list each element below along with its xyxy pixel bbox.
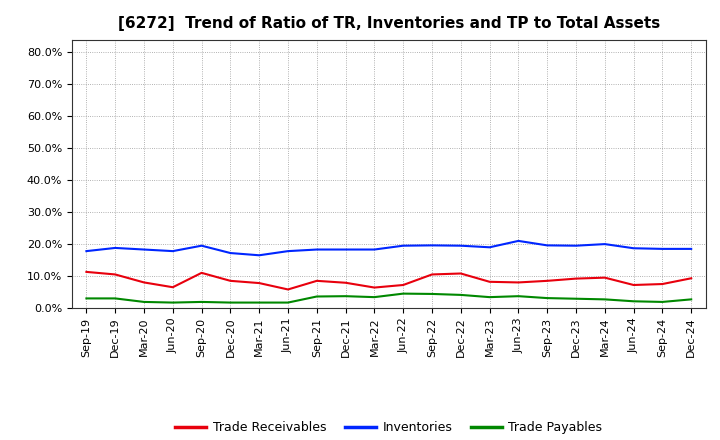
Inventories [341, 247, 350, 252]
Trade Payables [168, 300, 177, 305]
Trade Payables [514, 293, 523, 299]
Inventories [82, 249, 91, 254]
Trade Receivables [82, 269, 91, 275]
Inventories [629, 246, 638, 251]
Trade Payables [370, 294, 379, 300]
Trade Payables [111, 296, 120, 301]
Trade Receivables [197, 270, 206, 275]
Trade Receivables [572, 276, 580, 281]
Trade Receivables [111, 272, 120, 277]
Trade Payables [687, 297, 696, 302]
Inventories [312, 247, 321, 252]
Trade Receivables [341, 280, 350, 286]
Inventories [284, 249, 292, 254]
Trade Receivables [428, 272, 436, 277]
Trade Receivables [687, 275, 696, 281]
Trade Payables [255, 300, 264, 305]
Legend: Trade Receivables, Inventories, Trade Payables: Trade Receivables, Inventories, Trade Pa… [170, 416, 608, 439]
Trade Payables [226, 300, 235, 305]
Inventories [658, 246, 667, 252]
Trade Payables [543, 295, 552, 301]
Trade Receivables [140, 280, 148, 285]
Trade Payables [629, 299, 638, 304]
Trade Receivables [284, 287, 292, 292]
Inventories [197, 243, 206, 248]
Trade Payables [572, 296, 580, 301]
Inventories [111, 245, 120, 250]
Trade Payables [140, 299, 148, 304]
Trade Receivables [370, 285, 379, 290]
Trade Receivables [514, 280, 523, 285]
Trade Payables [312, 294, 321, 299]
Inventories [428, 243, 436, 248]
Trade Receivables [456, 271, 465, 276]
Trade Payables [600, 297, 609, 302]
Inventories [456, 243, 465, 248]
Trade Receivables [255, 280, 264, 286]
Trade Payables [82, 296, 91, 301]
Trade Receivables [543, 278, 552, 283]
Trade Payables [284, 300, 292, 305]
Inventories [255, 253, 264, 258]
Inventories [485, 245, 494, 250]
Trade Receivables [600, 275, 609, 280]
Inventories [514, 238, 523, 244]
Trade Receivables [399, 282, 408, 288]
Trade Receivables [226, 278, 235, 283]
Inventories [687, 246, 696, 252]
Inventories [600, 242, 609, 247]
Inventories [168, 249, 177, 254]
Inventories [370, 247, 379, 252]
Inventories [572, 243, 580, 248]
Line: Trade Receivables: Trade Receivables [86, 272, 691, 290]
Line: Inventories: Inventories [86, 241, 691, 255]
Trade Payables [658, 299, 667, 304]
Inventories [140, 247, 148, 252]
Trade Payables [428, 291, 436, 297]
Trade Receivables [168, 285, 177, 290]
Trade Receivables [485, 279, 494, 284]
Trade Payables [456, 292, 465, 297]
Trade Payables [341, 293, 350, 299]
Trade Receivables [658, 282, 667, 287]
Trade Payables [485, 294, 494, 300]
Inventories [543, 243, 552, 248]
Inventories [226, 250, 235, 256]
Trade Receivables [312, 278, 321, 283]
Title: [6272]  Trend of Ratio of TR, Inventories and TP to Total Assets: [6272] Trend of Ratio of TR, Inventories… [117, 16, 660, 32]
Inventories [399, 243, 408, 248]
Trade Receivables [629, 282, 638, 288]
Trade Payables [197, 299, 206, 304]
Trade Payables [399, 291, 408, 296]
Line: Trade Payables: Trade Payables [86, 293, 691, 303]
